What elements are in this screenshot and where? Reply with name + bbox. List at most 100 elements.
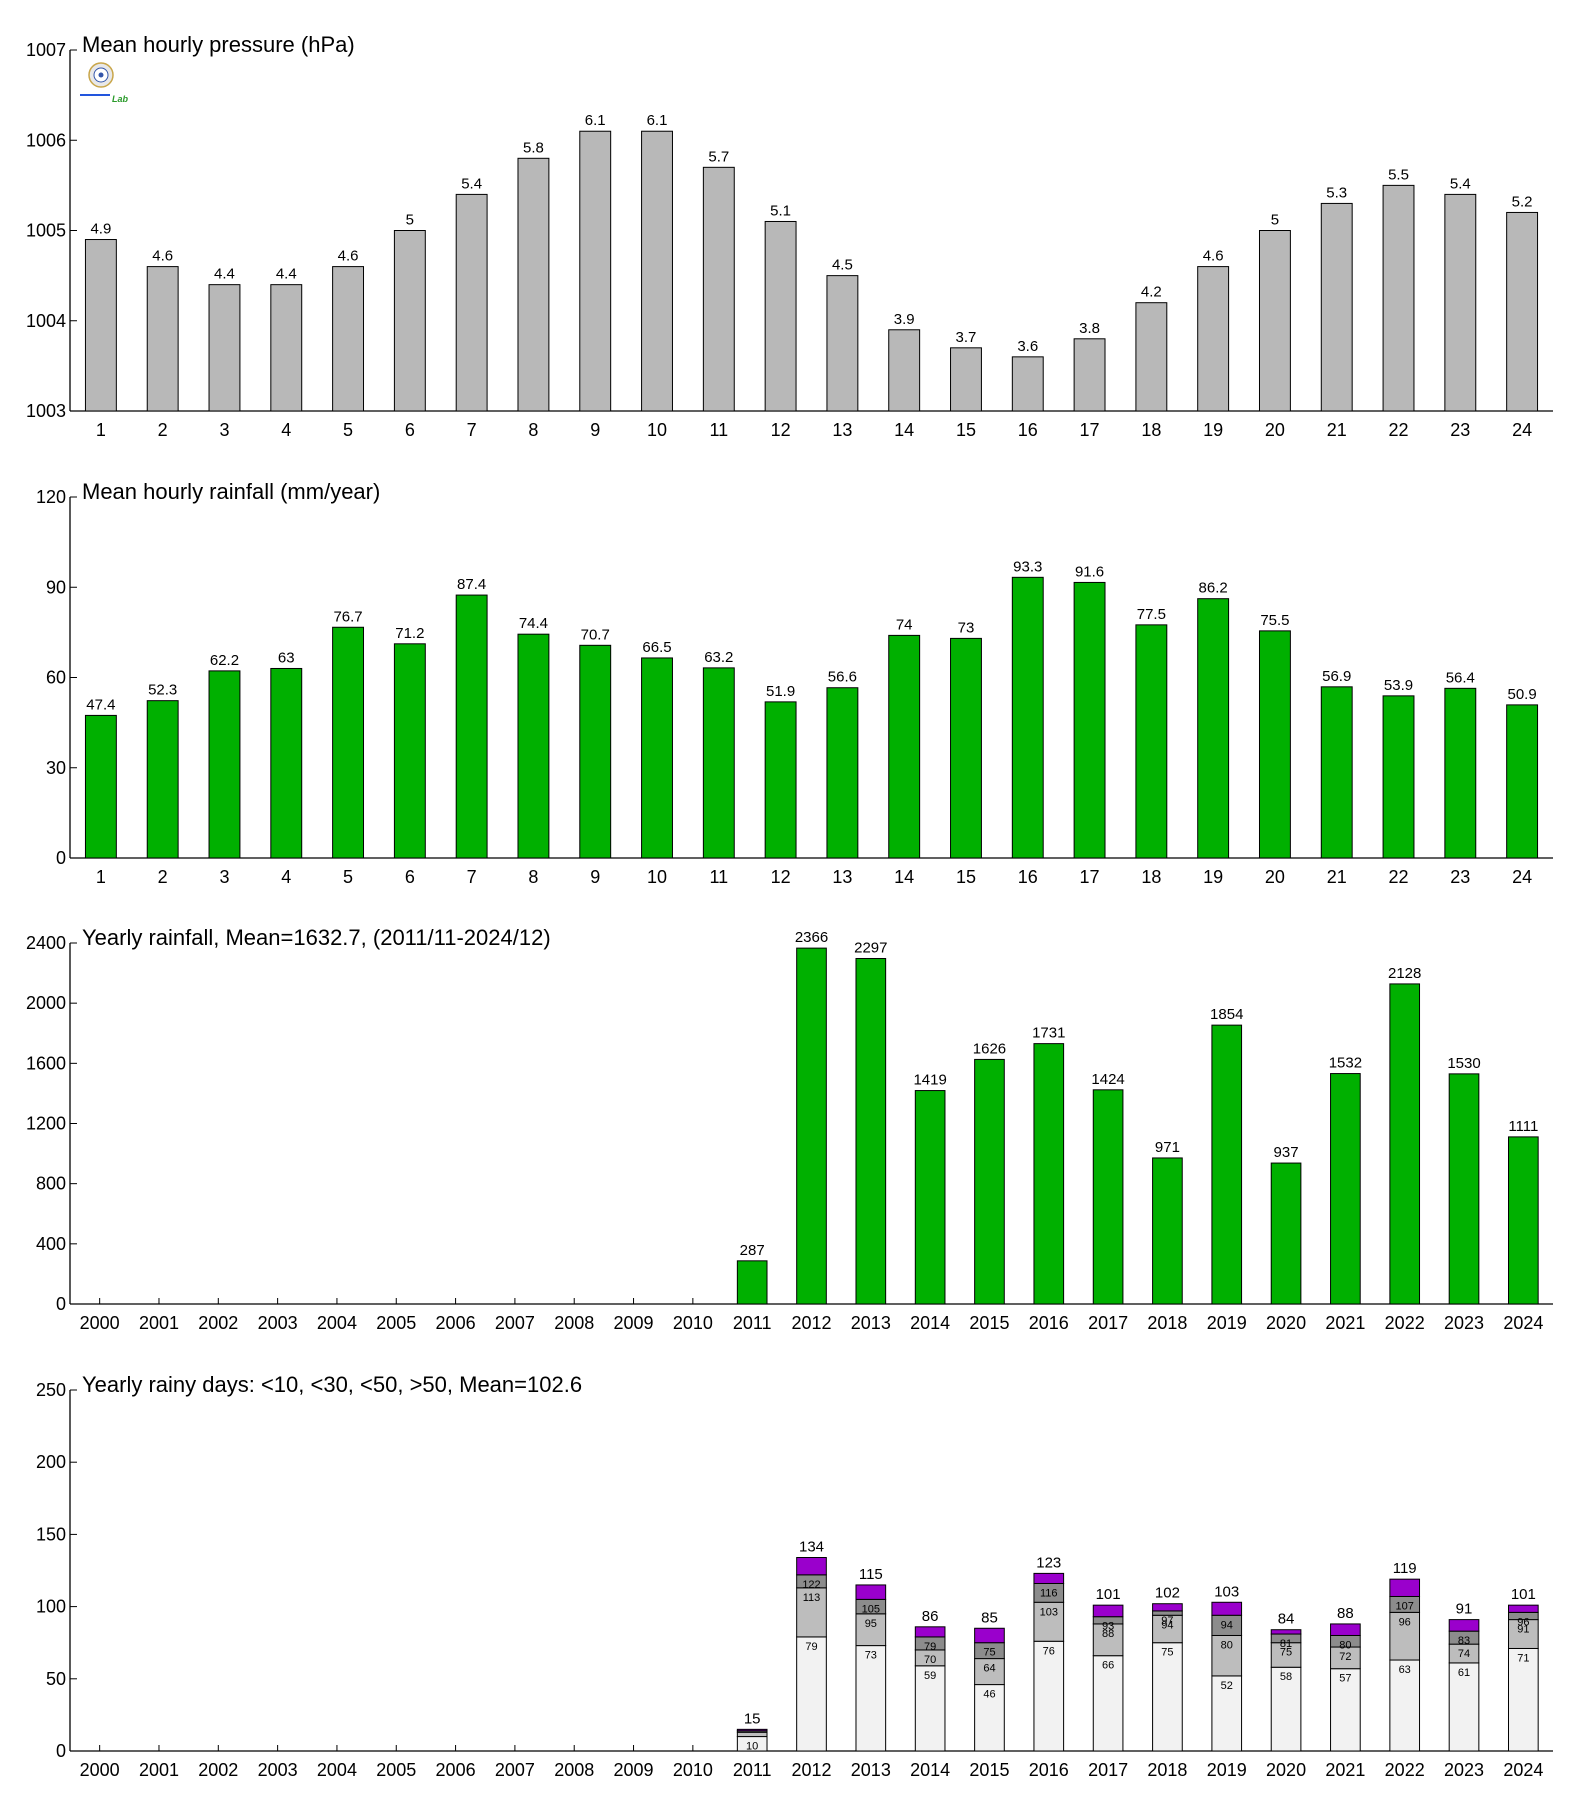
bar-value-label: 1419: [913, 1072, 946, 1089]
x-tick-label: 2009: [614, 1313, 654, 1333]
y-tick-label: 60: [46, 668, 66, 688]
bar: [1270, 1162, 1302, 1305]
x-tick-label: 2000: [80, 1313, 120, 1333]
bar-value-label: 74.4: [519, 615, 548, 632]
bar: [1389, 983, 1421, 1305]
x-tick-label: 2013: [851, 1760, 891, 1780]
x-tick-label: 2: [158, 420, 168, 440]
x-tick-label: 2020: [1266, 1313, 1306, 1333]
bar: [974, 1058, 1005, 1305]
bar-value-label: 4.2: [1141, 284, 1162, 301]
bar: [393, 230, 426, 412]
x-tick-label: 2017: [1088, 1313, 1128, 1333]
segment-value-label: 57: [1339, 1673, 1351, 1685]
bar-value-label: 4.5: [832, 257, 853, 274]
stack-total-label: 102: [1155, 1585, 1180, 1602]
x-tick-label: 9: [590, 420, 600, 440]
x-tick-label: 10: [647, 420, 667, 440]
bar-value-label: 53.9: [1384, 677, 1413, 694]
bar: [1033, 1043, 1065, 1305]
x-tick-label: 13: [832, 867, 852, 887]
x-tick-label: 2015: [969, 1760, 1009, 1780]
x-tick-label: 8: [528, 867, 538, 887]
segment-value-label: 105: [862, 1603, 880, 1615]
stack-segment-lt30: [974, 1658, 1005, 1686]
x-tick-label: 14: [894, 867, 914, 887]
bar-value-label: 5.4: [1450, 175, 1471, 192]
bar: [702, 667, 735, 859]
x-tick-label: 3: [219, 867, 229, 887]
y-tick-label: 120: [36, 487, 66, 507]
bar-value-label: 971: [1155, 1139, 1180, 1156]
stack-segment-lt10: [1211, 1675, 1243, 1752]
x-tick-label: 3: [219, 420, 229, 440]
bar: [1197, 598, 1230, 859]
y-tick-label: 200: [36, 1452, 66, 1472]
x-tick-label: 2003: [258, 1760, 298, 1780]
x-tick-label: 2013: [851, 1313, 891, 1333]
segment-value-label: 79: [805, 1641, 817, 1653]
x-tick-label: 2005: [376, 1313, 416, 1333]
y-tick-label: 400: [36, 1234, 66, 1254]
x-tick-label: 2016: [1029, 1760, 1069, 1780]
bar: [1258, 230, 1291, 412]
x-tick-label: 2018: [1147, 1760, 1187, 1780]
x-tick-label: 14: [894, 420, 914, 440]
segment-value-label: 113: [803, 1592, 821, 1604]
y-tick-label: 1006: [26, 130, 66, 150]
bar-value-label: 5.4: [461, 175, 482, 192]
x-tick-label: 15: [956, 420, 976, 440]
x-tick-label: 2007: [495, 1313, 535, 1333]
y-tick-label: 1600: [26, 1053, 66, 1073]
segment-value-label: 83: [1458, 1635, 1470, 1647]
bar-value-label: 5: [406, 212, 414, 229]
segment-value-label: 70: [924, 1654, 936, 1666]
x-tick-label: 1: [96, 867, 106, 887]
x-tick-label: 6: [405, 867, 415, 887]
bar: [393, 643, 426, 859]
x-tick-label: 8: [528, 420, 538, 440]
bar-value-label: 56.6: [828, 669, 857, 686]
segment-value-label: 59: [924, 1670, 936, 1682]
segment-value-label: 91: [1517, 1624, 1529, 1636]
bar-value-label: 63: [278, 649, 295, 666]
bar: [1444, 687, 1477, 859]
segment-value-label: 88: [1102, 1628, 1114, 1640]
bar-value-label: 73: [958, 619, 975, 636]
bar-value-label: 87.4: [457, 576, 486, 593]
x-tick-label: 20: [1265, 420, 1285, 440]
x-tick-label: 24: [1512, 867, 1532, 887]
bar-value-label: 86.2: [1199, 580, 1228, 597]
bar: [270, 284, 303, 412]
bar: [1506, 211, 1539, 412]
bar: [826, 687, 859, 859]
bar: [1320, 202, 1353, 412]
y-tick-label: 50: [46, 1669, 66, 1689]
x-tick-label: 2012: [791, 1760, 831, 1780]
bar-value-label: 1626: [973, 1040, 1006, 1057]
bar: [888, 634, 921, 859]
x-tick-label: 2006: [436, 1313, 476, 1333]
bar: [796, 947, 827, 1305]
segment-value-label: 73: [865, 1650, 877, 1662]
segment-value-label: 58: [1280, 1671, 1292, 1683]
bar: [1320, 686, 1353, 859]
bar: [332, 626, 365, 859]
logo-text: Lab: [112, 94, 129, 104]
bar-value-label: 70.7: [581, 626, 610, 643]
stack-total-label: 84: [1278, 1611, 1295, 1628]
segment-value-label: 72: [1339, 1651, 1351, 1663]
y-tick-label: 0: [56, 848, 66, 868]
bar: [855, 957, 887, 1305]
bar: [1382, 695, 1415, 859]
y-tick-label: 1005: [26, 221, 66, 241]
bar-value-label: 4.4: [276, 266, 297, 283]
bar-value-label: 3.8: [1079, 320, 1100, 337]
x-tick-label: 20: [1265, 867, 1285, 887]
y-tick-label: 30: [46, 758, 66, 778]
bar: [1135, 302, 1168, 412]
x-tick-label: 7: [467, 420, 477, 440]
x-tick-label: 2014: [910, 1760, 950, 1780]
segment-value-label: 52: [1221, 1680, 1233, 1692]
